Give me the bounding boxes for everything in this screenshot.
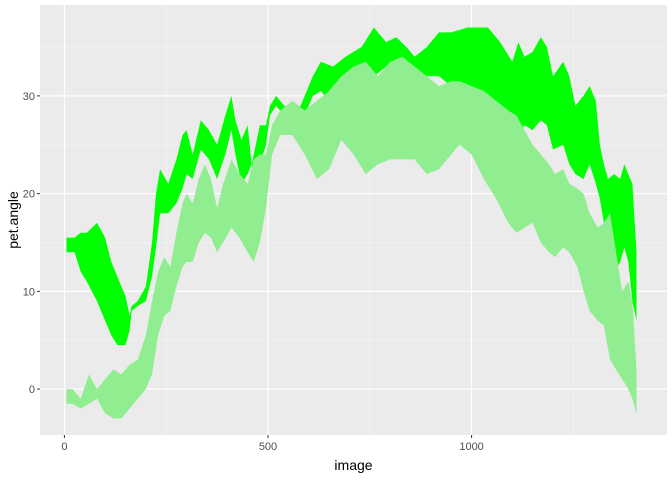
y-tick-label: 10 bbox=[23, 286, 35, 298]
ribbons bbox=[66, 27, 637, 419]
x-axis: 0 500 1000 bbox=[61, 435, 484, 453]
ribbon-series-2 bbox=[66, 56, 637, 419]
y-tick-label: 30 bbox=[23, 91, 35, 103]
x-axis-title: image bbox=[334, 457, 372, 473]
x-tick-label: 1000 bbox=[459, 441, 483, 453]
y-tick-label: 0 bbox=[29, 384, 35, 396]
y-tick-label: 20 bbox=[23, 189, 35, 201]
y-axis-title: pet.angle bbox=[5, 191, 21, 249]
x-tick-label: 0 bbox=[61, 441, 67, 453]
y-axis: 0 10 20 30 bbox=[23, 91, 40, 396]
x-tick-label: 500 bbox=[259, 441, 277, 453]
